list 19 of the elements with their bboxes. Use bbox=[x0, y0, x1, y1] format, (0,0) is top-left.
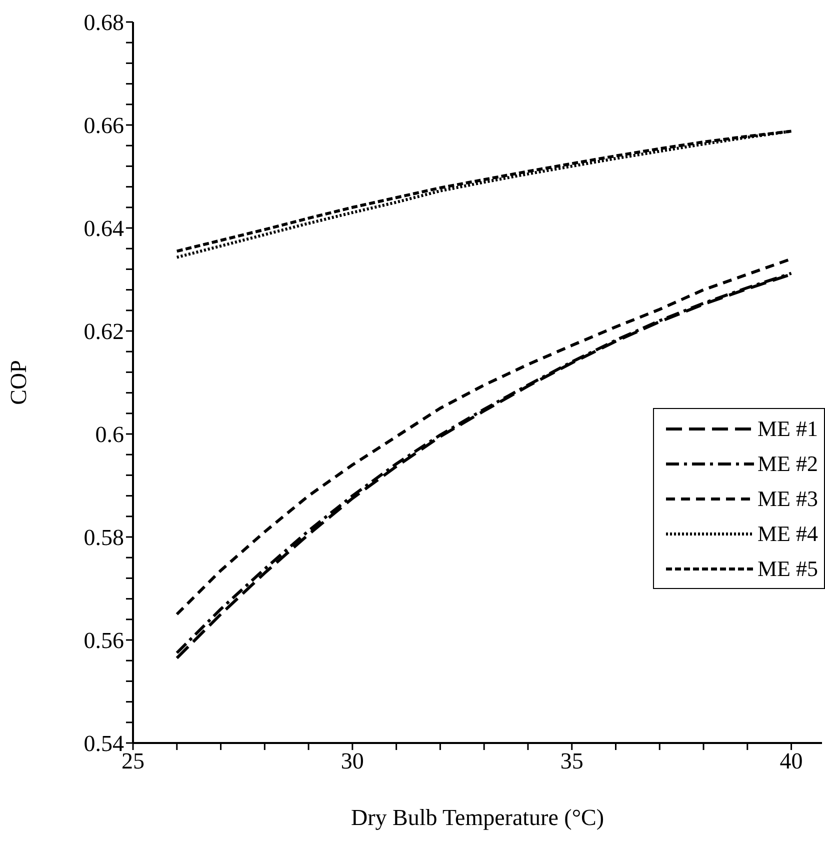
y-tick-label: 0.56 bbox=[84, 628, 124, 654]
y-tick-label: 0.6 bbox=[95, 422, 124, 448]
legend-label: ME #2 bbox=[758, 450, 818, 476]
x-tick-label: 30 bbox=[340, 748, 364, 774]
legend-label: ME #3 bbox=[758, 486, 818, 512]
y-tick-label: 0.64 bbox=[84, 216, 124, 242]
x-axis-title: Dry Bulb Temperature (°C) bbox=[350, 805, 604, 830]
y-tick-label: 0.58 bbox=[84, 525, 124, 550]
legend-label: ME #1 bbox=[758, 416, 818, 442]
y-axis-title: COP bbox=[6, 360, 32, 405]
x-tick-label: 40 bbox=[780, 748, 803, 774]
y-tick-label: 0.54 bbox=[84, 731, 124, 756]
y-tick-label: 0.68 bbox=[84, 10, 124, 36]
y-tick-label: 0.66 bbox=[84, 113, 124, 138]
legend-label: ME #5 bbox=[758, 556, 818, 582]
x-tick-label: 35 bbox=[560, 748, 584, 774]
y-tick-label: 0.62 bbox=[84, 319, 124, 344]
x-tick-label: 25 bbox=[122, 748, 144, 774]
legend-label: ME #4 bbox=[758, 520, 818, 546]
